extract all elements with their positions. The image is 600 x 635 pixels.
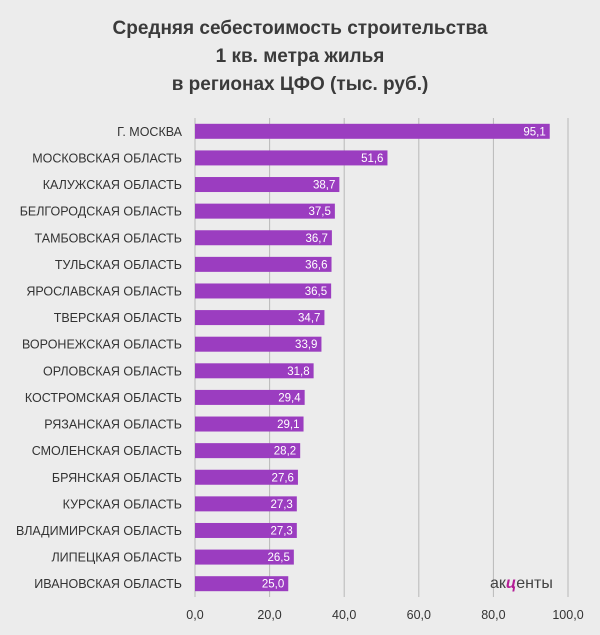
bar (195, 443, 301, 459)
data-label: 27,6 (272, 472, 294, 484)
bar (195, 416, 304, 432)
chart-title-line-1: Средняя себестоимость строительства (112, 18, 488, 39)
chart-title-line-3: в регионах ЦФО (тыс. руб.) (171, 74, 429, 95)
category-label: ВОРОНЕЖСКАЯ ОБЛАСТЬ (22, 338, 182, 352)
category-label: ЯРОСЛАВСКАЯ ОБЛАСТЬ (26, 284, 182, 298)
data-label: 95,1 (523, 126, 545, 138)
data-label: 27,3 (270, 525, 292, 537)
bar (195, 549, 294, 565)
bar (195, 469, 298, 485)
brand-logo-suffix: енты (516, 575, 553, 592)
bar (195, 310, 325, 326)
bar (195, 576, 289, 592)
bar (195, 203, 335, 219)
category-label: РЯЗАНСКАЯ ОБЛАСТЬ (44, 418, 182, 432)
category-label: ТВЕРСКАЯ ОБЛАСТЬ (54, 311, 182, 325)
bar (195, 336, 322, 352)
data-label: 27,3 (270, 499, 292, 511)
bar (195, 283, 332, 299)
data-label: 33,9 (295, 339, 317, 351)
brand-logo: акценты (490, 575, 553, 593)
bar (195, 522, 297, 538)
brand-logo-prefix: ак (490, 575, 506, 592)
category-label: ОРЛОВСКАЯ ОБЛАСТЬ (43, 364, 182, 378)
data-label: 34,7 (298, 313, 320, 325)
bar (195, 363, 314, 379)
category-label: ТАМБОВСКАЯ ОБЛАСТЬ (35, 231, 182, 245)
data-label: 38,7 (313, 180, 335, 192)
data-label: 36,6 (305, 259, 327, 271)
category-label: КУРСКАЯ ОБЛАСТЬ (63, 497, 182, 511)
chart-title-line-2: 1 кв. метра жилья (215, 46, 385, 67)
data-label: 36,5 (305, 286, 327, 298)
x-tick-label: 100,0 (552, 608, 583, 622)
category-label: ВЛАДИМИРСКАЯ ОБЛАСТЬ (16, 524, 182, 538)
data-label: 51,6 (361, 153, 383, 165)
x-tick-label: 40,0 (332, 608, 356, 622)
category-label: КАЛУЖСКАЯ ОБЛАСТЬ (43, 178, 182, 192)
category-label: Г. МОСКВА (117, 125, 183, 139)
bar (195, 256, 332, 272)
bar (195, 230, 332, 246)
x-tick-label: 60,0 (407, 608, 431, 622)
data-label: 29,4 (278, 392, 301, 404)
brand-logo-mark: ц (505, 575, 517, 592)
category-label: СМОЛЕНСКАЯ ОБЛАСТЬ (32, 444, 182, 458)
data-label: 36,7 (306, 233, 328, 245)
category-label: ТУЛЬСКАЯ ОБЛАСТЬ (55, 258, 182, 272)
category-label: КОСТРОМСКАЯ ОБЛАСТЬ (25, 391, 182, 405)
bar (195, 496, 297, 512)
category-label: БРЯНСКАЯ ОБЛАСТЬ (52, 471, 182, 485)
data-label: 37,5 (308, 206, 330, 218)
data-label: 31,8 (287, 366, 309, 378)
data-label: 29,1 (277, 419, 299, 431)
data-label: 28,2 (274, 446, 296, 458)
bar (195, 123, 550, 139)
category-label: ЛИПЕЦКАЯ ОБЛАСТЬ (51, 551, 182, 565)
x-tick-label: 20,0 (257, 608, 281, 622)
bar (195, 150, 388, 166)
data-label: 25,0 (262, 579, 284, 591)
category-label: МОСКОВСКАЯ ОБЛАСТЬ (32, 151, 182, 165)
category-label: ИВАНОВСКАЯ ОБЛАСТЬ (34, 577, 182, 591)
x-tick-label: 80,0 (481, 608, 505, 622)
data-label: 26,5 (267, 552, 289, 564)
category-label: БЕЛГОРОДСКАЯ ОБЛАСТЬ (20, 205, 182, 219)
bar (195, 389, 305, 405)
bar (195, 177, 340, 193)
x-tick-label: 0,0 (186, 608, 203, 622)
